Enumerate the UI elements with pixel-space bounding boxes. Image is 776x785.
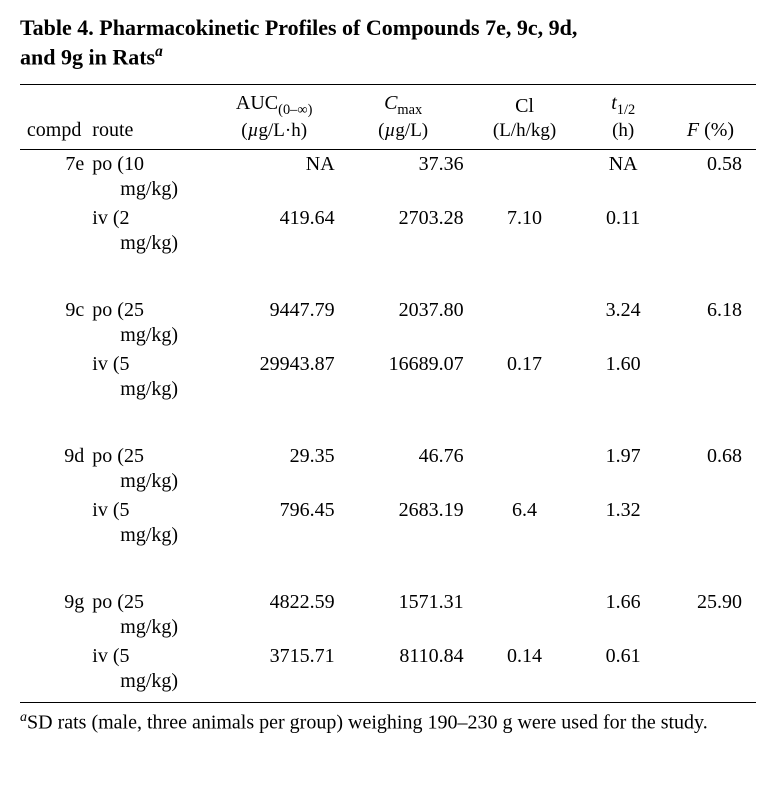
group-spacer	[20, 404, 756, 442]
cell-f	[665, 204, 756, 258]
cell-thalf: NA	[581, 150, 664, 205]
cell-auc: 3715.71	[210, 642, 339, 703]
cell-route: iv (5mg/kg)	[88, 642, 209, 703]
col-f: F (%)	[665, 85, 756, 150]
cell-compd	[20, 204, 88, 258]
cell-f	[665, 496, 756, 550]
cell-f: 6.18	[665, 296, 756, 350]
cell-compd: 9d	[20, 442, 88, 496]
cell-auc: NA	[210, 150, 339, 205]
cell-route: iv (2mg/kg)	[88, 204, 209, 258]
pk-table: compd route AUC(0–∞) (µg/L·h) Cmax (µg/L…	[20, 84, 756, 703]
col-route: route	[88, 85, 209, 150]
cell-f: 25.90	[665, 588, 756, 642]
cell-route: po (25mg/kg)	[88, 588, 209, 642]
title-line2: and 9g in Rats	[20, 44, 155, 69]
cell-auc: 29.35	[210, 442, 339, 496]
cell-cmax: 2703.28	[339, 204, 468, 258]
cell-cmax: 8110.84	[339, 642, 468, 703]
cell-auc: 9447.79	[210, 296, 339, 350]
table-row: 9gpo (25mg/kg)4822.591571.31 1.6625.90	[20, 588, 756, 642]
cell-cl: 0.17	[468, 350, 582, 404]
cell-compd: 7e	[20, 150, 88, 205]
cell-f: 0.58	[665, 150, 756, 205]
cell-compd	[20, 642, 88, 703]
group-spacer	[20, 550, 756, 588]
cell-cl: 7.10	[468, 204, 582, 258]
table-row: iv (5mg/kg)3715.718110.840.140.61	[20, 642, 756, 703]
col-thalf: t1/2 (h)	[581, 85, 664, 150]
cell-compd	[20, 496, 88, 550]
cell-compd: 9g	[20, 588, 88, 642]
table-footnote: aSD rats (male, three animals per group)…	[20, 709, 756, 736]
cell-route: iv (5mg/kg)	[88, 496, 209, 550]
cell-auc: 796.45	[210, 496, 339, 550]
cell-route: po (25mg/kg)	[88, 442, 209, 496]
table-row: 7epo (10mg/kg)NA37.36NA0.58	[20, 150, 756, 205]
table-header-row: compd route AUC(0–∞) (µg/L·h) Cmax (µg/L…	[20, 85, 756, 150]
cell-cl: 6.4	[468, 496, 582, 550]
cell-f: 0.68	[665, 442, 756, 496]
cell-cmax: 2037.80	[339, 296, 468, 350]
cell-cmax: 2683.19	[339, 496, 468, 550]
cell-thalf: 1.32	[581, 496, 664, 550]
footnote-marker: a	[20, 710, 27, 725]
cell-compd	[20, 350, 88, 404]
table-row: 9dpo (25mg/kg)29.3546.76 1.970.68	[20, 442, 756, 496]
cell-cmax: 1571.31	[339, 588, 468, 642]
col-cl: Cl (L/h/kg)	[468, 85, 582, 150]
cell-auc: 29943.87	[210, 350, 339, 404]
cell-thalf: 1.66	[581, 588, 664, 642]
cell-cl	[468, 150, 582, 205]
cell-thalf: 0.11	[581, 204, 664, 258]
title-footnote-ref: a	[155, 43, 163, 60]
table-row: 9cpo (25mg/kg)9447.792037.80 3.246.18	[20, 296, 756, 350]
cell-f	[665, 642, 756, 703]
cell-cl: 0.14	[468, 642, 582, 703]
cell-f	[665, 350, 756, 404]
cell-cl	[468, 296, 582, 350]
cell-route: po (10mg/kg)	[88, 150, 209, 205]
cell-auc: 419.64	[210, 204, 339, 258]
cell-thalf: 3.24	[581, 296, 664, 350]
col-compd: compd	[20, 85, 88, 150]
footnote-text: SD rats (male, three animals per group) …	[27, 712, 708, 734]
cell-auc: 4822.59	[210, 588, 339, 642]
cell-route: iv (5mg/kg)	[88, 350, 209, 404]
table-row: iv (2mg/kg)419.642703.287.100.11	[20, 204, 756, 258]
col-auc: AUC(0–∞) (µg/L·h)	[210, 85, 339, 150]
table-body: 7epo (10mg/kg)NA37.36NA0.58iv (2mg/kg)41…	[20, 150, 756, 703]
title-line1: Table 4. Pharmacokinetic Profiles of Com…	[20, 15, 577, 40]
group-spacer	[20, 258, 756, 296]
cell-thalf: 0.61	[581, 642, 664, 703]
col-cmax: Cmax (µg/L)	[339, 85, 468, 150]
cell-thalf: 1.97	[581, 442, 664, 496]
cell-cmax: 16689.07	[339, 350, 468, 404]
table-row: iv (5mg/kg)796.452683.196.41.32	[20, 496, 756, 550]
table-row: iv (5mg/kg)29943.8716689.070.171.60	[20, 350, 756, 404]
cell-cmax: 46.76	[339, 442, 468, 496]
cell-cl	[468, 588, 582, 642]
cell-cmax: 37.36	[339, 150, 468, 205]
table-figure: Table 4. Pharmacokinetic Profiles of Com…	[0, 0, 776, 785]
cell-cl	[468, 442, 582, 496]
table-title: Table 4. Pharmacokinetic Profiles of Com…	[20, 14, 756, 70]
cell-thalf: 1.60	[581, 350, 664, 404]
cell-route: po (25mg/kg)	[88, 296, 209, 350]
cell-compd: 9c	[20, 296, 88, 350]
